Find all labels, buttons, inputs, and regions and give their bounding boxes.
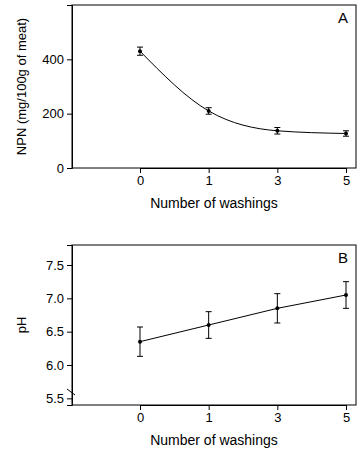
y-tick-label: 7.0 [46, 291, 64, 306]
y-axis: 0 200 400 [42, 6, 72, 176]
y-tick: 200 [42, 106, 72, 121]
x-axis-line [141, 406, 347, 411]
y-tick: 5.5 [46, 391, 72, 406]
x-tick-label: 1 [206, 173, 213, 188]
error-bar-cap [137, 356, 143, 357]
x-axis: 0 1 3 5 [137, 168, 350, 188]
error-bar-cap [343, 136, 349, 137]
y-tick-label: 400 [42, 52, 64, 67]
error-bar-cap [206, 114, 212, 115]
error-bar [137, 47, 143, 55]
x-tick-label: 5 [343, 410, 350, 425]
error-bar-cap [343, 308, 349, 309]
error-bar-cap [206, 338, 212, 339]
data-line [140, 295, 346, 342]
x-tick-label: 5 [343, 173, 350, 188]
x-axis-title: Number of washings [150, 432, 278, 448]
error-bar-cap [274, 134, 280, 135]
x-axis-title: Number of washings [150, 195, 278, 211]
x-tick: 1 [206, 405, 213, 425]
data-point [138, 340, 142, 344]
error-bar-cap [206, 311, 212, 312]
x-tick: 1 [206, 168, 213, 188]
axis-break [67, 389, 75, 395]
figure: 0 200 400 0 1 3 5 Number of washings NPN (mg/100… [0, 0, 360, 456]
data-point [344, 293, 348, 297]
plot-frame [72, 5, 356, 168]
error-bar-cap [343, 281, 349, 282]
y-tick-mark [67, 168, 72, 169]
x-tick-label: 3 [274, 410, 281, 425]
panel: 0 200 400 0 1 3 5 Number of washings NPN (mg/100… [14, 5, 356, 211]
plot-area [137, 47, 349, 136]
error-bar-cap [274, 127, 280, 128]
data-point [207, 323, 211, 327]
y-tick-label: 6.0 [46, 358, 64, 373]
x-tick: 0 [137, 168, 144, 188]
x-tick-label: 3 [274, 173, 281, 188]
panel-label: B [338, 249, 348, 266]
y-tick-mark [67, 332, 72, 333]
error-bar [274, 128, 280, 135]
error-bar-cap [137, 47, 143, 48]
error-bar [274, 294, 280, 323]
error-bar [343, 131, 349, 136]
error-bar-cap [274, 293, 280, 294]
error-bar [137, 327, 143, 356]
data-line [140, 51, 346, 133]
data-point [344, 131, 348, 135]
error-bar-cap [206, 107, 212, 108]
x-tick-label: 0 [137, 410, 144, 425]
y-axis-line [67, 246, 73, 406]
y-tick: 6.0 [46, 358, 72, 373]
data-point [207, 109, 211, 113]
y-axis: 5.5 6.0 6.5 7.0 7.5 [46, 246, 73, 406]
y-tick-mark [67, 365, 72, 366]
x-tick-label: 1 [206, 410, 213, 425]
y-tick: 0 [57, 161, 72, 176]
error-bar [343, 282, 349, 309]
error-bar [206, 108, 212, 115]
x-tick-label: 0 [137, 173, 144, 188]
y-tick: 6.5 [46, 324, 72, 339]
y-tick-label: 6.5 [46, 324, 64, 339]
x-tick: 0 [137, 405, 144, 425]
data-point [275, 306, 279, 310]
y-tick-label: 0 [57, 161, 64, 176]
y-tick: 7.0 [46, 291, 72, 306]
y-tick-mark [67, 59, 72, 60]
y-axis-title: pH [14, 317, 29, 334]
x-axis: 0 1 3 5 [137, 405, 350, 425]
panel: 5.5 6.0 6.5 7.0 7.5 0 1 3 5 Number of washings pH B [14, 245, 356, 448]
y-tick-mark [67, 114, 72, 115]
error-bar-cap [343, 130, 349, 131]
plot-frame [72, 245, 356, 405]
x-tick: 3 [274, 405, 281, 425]
data-point [275, 129, 279, 133]
panel-label: A [338, 9, 348, 26]
error-bar [206, 312, 212, 339]
data-point [138, 49, 142, 53]
x-tick: 5 [343, 168, 350, 188]
y-tick-label: 200 [42, 106, 64, 121]
x-tick: 5 [343, 405, 350, 425]
y-tick: 7.5 [46, 258, 72, 273]
plot-area [137, 282, 349, 357]
error-bar-cap [274, 323, 280, 324]
y-axis-line [67, 6, 73, 169]
y-tick-label: 7.5 [46, 258, 64, 273]
y-tick: 400 [42, 52, 72, 67]
error-bar-cap [137, 55, 143, 56]
y-axis-title: NPN (mg/100g of meat) [14, 18, 29, 155]
error-bar-cap [137, 327, 143, 328]
x-axis-line [141, 169, 347, 174]
y-tick-label: 5.5 [46, 391, 64, 406]
y-tick-mark [67, 265, 72, 266]
x-tick: 3 [274, 168, 281, 188]
y-tick-mark [67, 398, 72, 399]
y-tick-mark [67, 298, 72, 299]
